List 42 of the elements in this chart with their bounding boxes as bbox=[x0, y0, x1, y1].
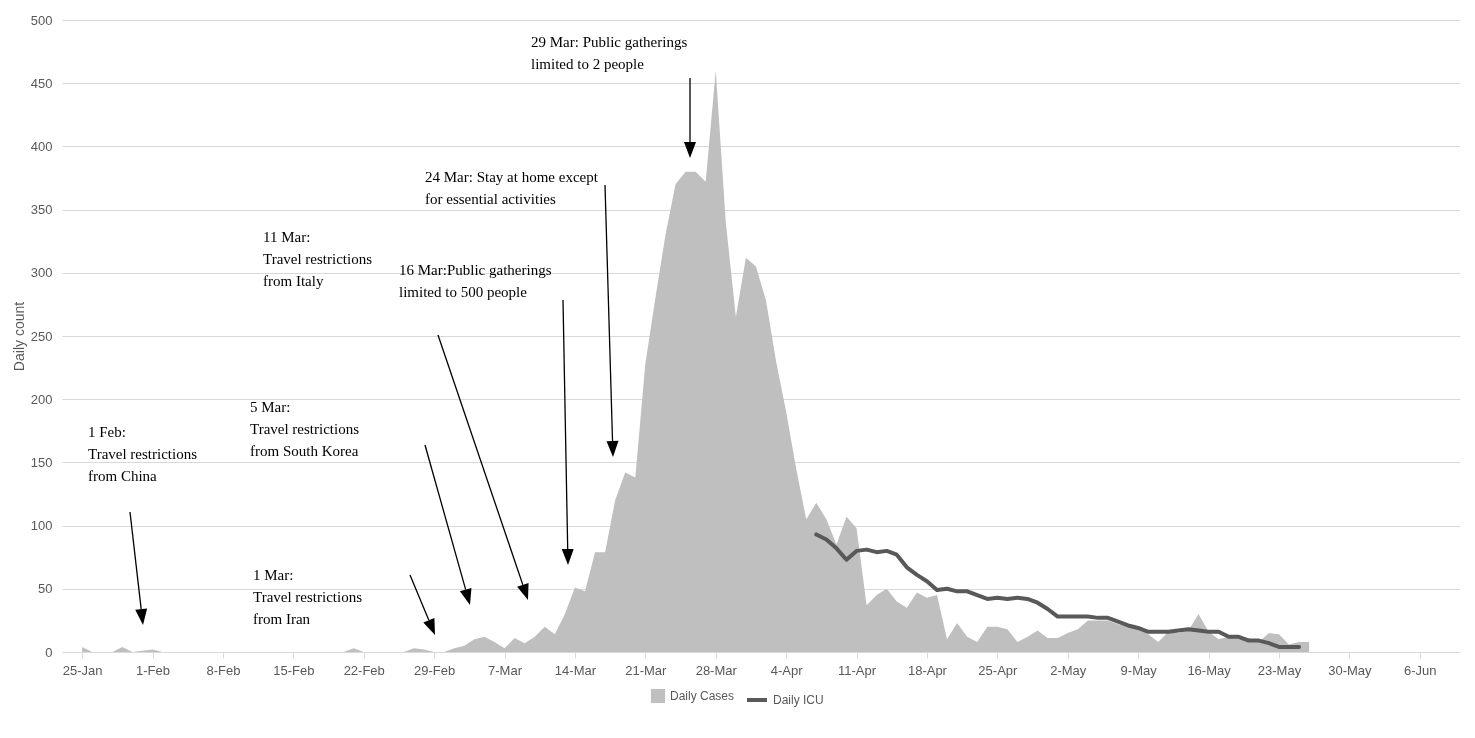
y-tick-label: 50 bbox=[38, 581, 53, 597]
x-tick-label: 21-Mar bbox=[625, 662, 668, 678]
y-tick-label: 450 bbox=[30, 75, 53, 91]
x-tick-label: 25-Jan bbox=[62, 662, 103, 678]
x-tick-label: 29-Feb bbox=[414, 662, 456, 678]
x-tick-label: 15-Feb bbox=[273, 662, 315, 678]
annotation: 5 Mar: Travel restrictions from South Korea bbox=[250, 399, 360, 459]
y-tick-label: 300 bbox=[30, 265, 53, 281]
x-tick-label: 25-Apr bbox=[978, 662, 1019, 678]
x-tick-label: 22-Feb bbox=[343, 662, 385, 678]
x-tick-label: 8-Feb bbox=[206, 662, 241, 678]
y-axis-title: Daily count bbox=[10, 301, 27, 372]
x-tick-label: 16-May bbox=[1187, 662, 1232, 678]
x-tick-label: 23-May bbox=[1257, 662, 1302, 678]
x-tick-label: 6-Jun bbox=[1404, 662, 1437, 678]
x-tick-label: 18-Apr bbox=[907, 662, 948, 678]
y-tick-label: 400 bbox=[30, 138, 53, 154]
legend-label: Daily ICU bbox=[773, 693, 824, 707]
y-tick-label: 0 bbox=[45, 644, 53, 660]
y-tick-label: 150 bbox=[30, 454, 53, 470]
x-tick-label: 2-May bbox=[1050, 662, 1087, 678]
x-tick-label: 30-May bbox=[1328, 662, 1373, 678]
x-tick-label: 9-May bbox=[1120, 662, 1158, 678]
annotation: 11 Mar: Travel restrictions from Italy bbox=[263, 229, 373, 289]
x-tick-label: 11-Apr bbox=[838, 662, 877, 678]
x-tick-label: 1-Feb bbox=[136, 662, 170, 678]
x-tick-label: 14-Mar bbox=[554, 662, 597, 678]
annotation: 1 Mar: Travel restrictions from Iran bbox=[253, 567, 363, 627]
annotation: 1 Feb: Travel restrictions from China bbox=[88, 424, 198, 484]
y-tick-label: 100 bbox=[30, 518, 53, 534]
line-series bbox=[814, 532, 1302, 649]
y-tick-label: 200 bbox=[30, 391, 53, 407]
y-tick-label: 350 bbox=[30, 202, 53, 218]
legend-label: Daily Cases bbox=[670, 689, 735, 703]
annotation: 29 Mar: Public gatherings limited to 2 people bbox=[531, 34, 688, 72]
annotation: 16 Mar:Public gatherings limited to 500 people bbox=[399, 262, 552, 300]
x-tick-label: 7-Mar bbox=[488, 662, 523, 678]
x-tick-label: 28-Mar bbox=[695, 662, 738, 678]
annotation: 24 Mar: Stay at home except for essential activities bbox=[425, 169, 599, 207]
y-tick-label: 500 bbox=[30, 12, 53, 28]
x-tick-label: 4-Apr bbox=[770, 662, 804, 678]
y-tick-label: 250 bbox=[30, 328, 53, 344]
